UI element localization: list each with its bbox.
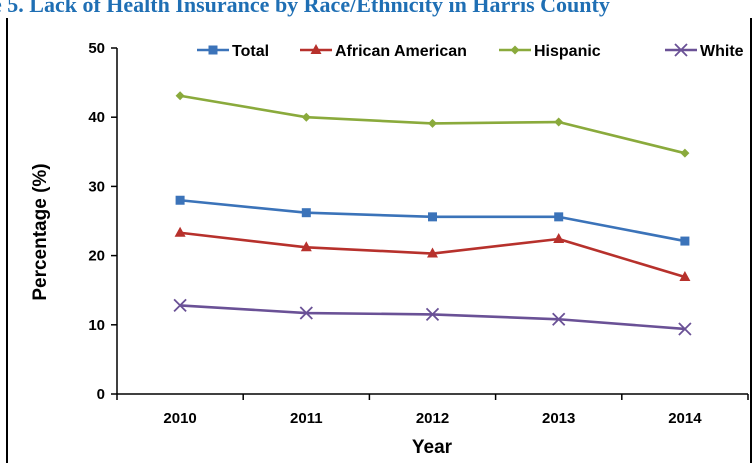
figure-frame — [6, 18, 752, 463]
data-point-white — [678, 322, 692, 336]
data-point-white — [173, 298, 187, 313]
legend-label-total: Total — [232, 43, 269, 60]
data-point-hispanic — [680, 148, 690, 158]
data-point-white — [552, 312, 566, 326]
data-point-total — [554, 212, 564, 222]
data-point-african-american — [553, 232, 565, 243]
y-tick-label: 30 — [88, 178, 105, 195]
legend-label-hispanic: Hispanic — [534, 43, 601, 60]
data-point-hispanic — [428, 118, 437, 128]
data-point-hispanic — [301, 112, 311, 122]
data-point-total — [428, 212, 437, 222]
x-tick-label: 2012 — [416, 410, 449, 427]
y-tick-label: 10 — [88, 317, 105, 334]
legend-marker-total — [208, 45, 218, 55]
x-tick-label: 2014 — [668, 410, 702, 427]
chart-title-strip: e 5. Lack of Health Insurance by Race/Et… — [0, 0, 610, 17]
data-point-white — [425, 307, 440, 322]
y-tick-label: 50 — [88, 40, 105, 57]
data-point-african-american — [427, 247, 438, 258]
legend-label-white: White — [700, 43, 744, 60]
x-tick-label: 2013 — [542, 410, 575, 427]
series-line-white — [180, 304, 685, 331]
data-point-hispanic — [554, 117, 564, 127]
data-point-total — [680, 236, 690, 246]
data-point-african-american — [300, 241, 312, 252]
legend-label-african-american: African American — [335, 43, 467, 60]
data-point-african-american — [679, 271, 691, 282]
y-tick-label: 40 — [88, 109, 105, 126]
data-point-african-american — [174, 226, 186, 237]
data-point-white — [299, 306, 313, 320]
data-point-total — [301, 208, 311, 218]
data-point-hispanic — [175, 91, 185, 101]
data-point-total — [175, 195, 185, 205]
legend-marker-african-american — [310, 44, 322, 54]
x-tick-label: 2010 — [163, 410, 196, 427]
x-tick-label: 2011 — [290, 410, 323, 427]
y-axis-title: Percentage (%) — [30, 163, 51, 300]
y-tick-label: 0 — [97, 386, 105, 403]
legend-marker-white — [674, 43, 688, 57]
x-axis-title: Year — [412, 437, 453, 458]
y-tick-label: 20 — [88, 248, 105, 265]
legend-marker-hispanic — [510, 45, 520, 55]
